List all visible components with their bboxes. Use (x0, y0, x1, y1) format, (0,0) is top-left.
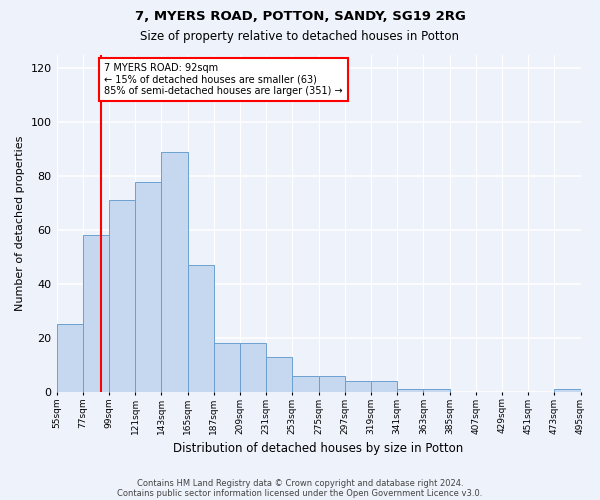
Text: 7, MYERS ROAD, POTTON, SANDY, SG19 2RG: 7, MYERS ROAD, POTTON, SANDY, SG19 2RG (134, 10, 466, 23)
Bar (135, 182, 161, 392)
Bar (214, 343, 240, 392)
Bar (345, 381, 371, 392)
Bar (292, 376, 319, 392)
Bar (109, 200, 135, 392)
Y-axis label: Number of detached properties: Number of detached properties (15, 136, 25, 311)
Bar (554, 389, 581, 392)
Bar (161, 152, 188, 392)
Bar (371, 381, 397, 392)
Bar (56, 324, 83, 392)
Bar (240, 343, 266, 392)
Bar (424, 389, 449, 392)
X-axis label: Distribution of detached houses by size in Potton: Distribution of detached houses by size … (173, 442, 464, 455)
Bar (266, 356, 292, 392)
Bar (83, 236, 109, 392)
Bar (319, 376, 345, 392)
Text: Contains HM Land Registry data © Crown copyright and database right 2024.: Contains HM Land Registry data © Crown c… (137, 478, 463, 488)
Bar (397, 389, 424, 392)
Text: Size of property relative to detached houses in Potton: Size of property relative to detached ho… (140, 30, 460, 43)
Text: Contains public sector information licensed under the Open Government Licence v3: Contains public sector information licen… (118, 488, 482, 498)
Text: 7 MYERS ROAD: 92sqm
← 15% of detached houses are smaller (63)
85% of semi-detach: 7 MYERS ROAD: 92sqm ← 15% of detached ho… (104, 63, 343, 96)
Bar (188, 265, 214, 392)
